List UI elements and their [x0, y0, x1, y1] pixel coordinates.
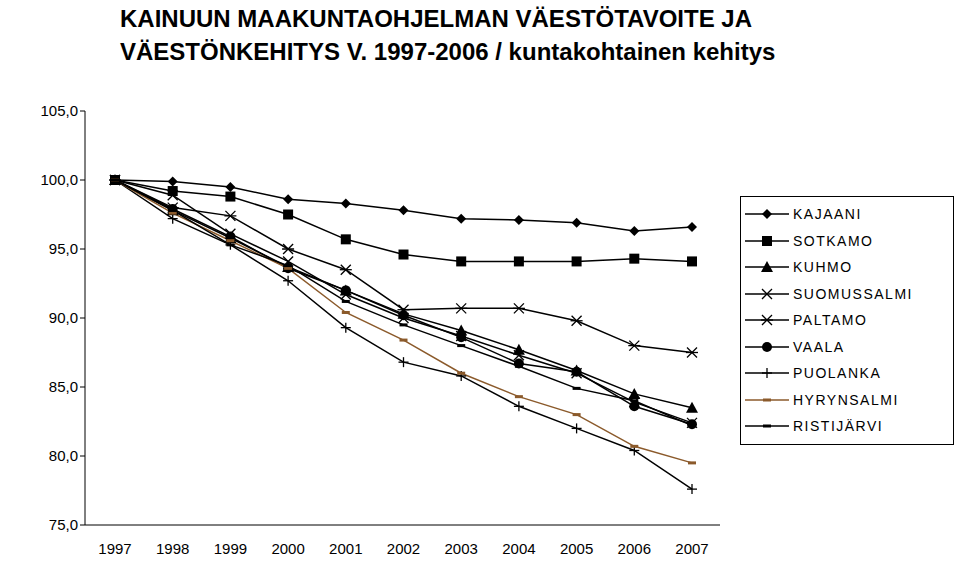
html-text:PALTAMO: PALTAMO	[793, 312, 868, 329]
svg-text:105,0: 105,0	[40, 102, 78, 119]
html-text:KAJAANI: KAJAANI	[793, 206, 862, 223]
html-text:HYRYNSALMI: HYRYNSALMI	[793, 391, 899, 408]
svg-text:2003: 2003	[445, 540, 478, 557]
svg-text:90,0: 90,0	[49, 309, 78, 326]
svg-text:1997: 1997	[98, 540, 131, 557]
html-text:PUOLANKA: PUOLANKA	[793, 365, 882, 382]
html-text:SOTKAMO: SOTKAMO	[793, 232, 874, 249]
html-text:VAALA: VAALA	[793, 338, 845, 355]
svg-text:2005: 2005	[560, 540, 593, 557]
html-text:SUOMUSSALMI: SUOMUSSALMI	[793, 285, 913, 302]
svg-text:85,0: 85,0	[49, 378, 78, 395]
svg-text:2007: 2007	[675, 540, 708, 557]
svg-text:2002: 2002	[387, 540, 420, 557]
svg-text:1999: 1999	[214, 540, 247, 557]
html-text:KUHMO: KUHMO	[793, 259, 853, 276]
svg-text:75,0: 75,0	[49, 516, 78, 533]
svg-text:2001: 2001	[329, 540, 362, 557]
svg-text:80,0: 80,0	[49, 447, 78, 464]
svg-text:2000: 2000	[271, 540, 304, 557]
svg-text:1998: 1998	[156, 540, 189, 557]
html-text:RISTIJÄRVI: RISTIJÄRVI	[793, 418, 884, 435]
svg-text:2004: 2004	[502, 540, 535, 557]
html-text:KAINUUN MAAKUNTAOHJELMAN VÄEST: KAINUUN MAAKUNTAOHJELMAN VÄESTÖTAVOITE J…	[120, 5, 776, 65]
svg-text:100,0: 100,0	[40, 171, 78, 188]
svg-text:95,0: 95,0	[49, 240, 78, 257]
svg-text:2006: 2006	[618, 540, 651, 557]
